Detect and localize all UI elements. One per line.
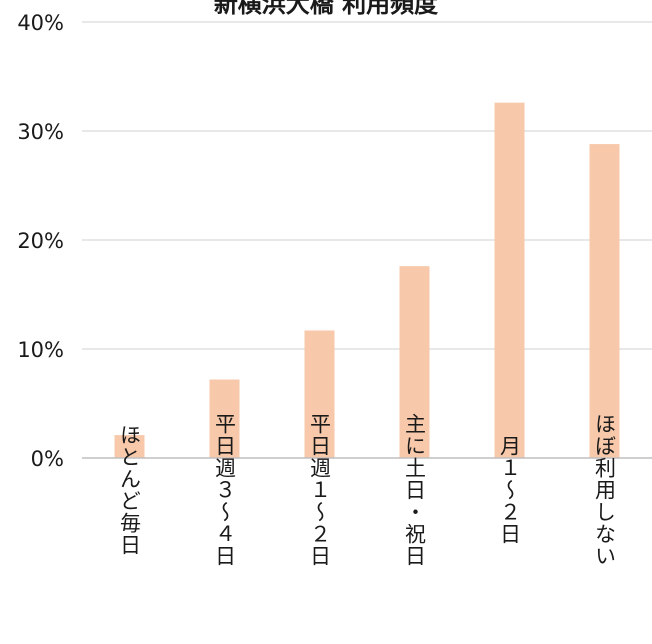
x-tick-label: ほとんど毎日: [118, 424, 142, 556]
y-tick-label: 10%: [17, 338, 64, 362]
y-tick-label: 40%: [17, 11, 64, 35]
x-tick-labels: ほとんど毎日 平日週３～４日 平日週１～２日 主に土日・祝日 月１～２日 ほぼ利用しない: [118, 413, 617, 567]
x-tick-label: 平日週３～４日: [213, 413, 237, 567]
bar: [304, 330, 335, 458]
bars-layer: [114, 102, 620, 458]
bar: [494, 102, 525, 458]
x-tick-label: 月１～２日: [498, 435, 522, 545]
y-tick-label: 0%: [31, 447, 64, 471]
grid-layer: [82, 21, 652, 350]
y-tick-labels: 0% 10% 20% 30% 40%: [17, 11, 64, 471]
chart-title: 新横浜大橋 利用頻度: [213, 0, 439, 18]
y-tick-label: 20%: [17, 229, 64, 253]
bar: [589, 144, 620, 458]
x-tick-label: 平日週１～２日: [308, 413, 332, 567]
bar: [114, 435, 145, 458]
bar: [209, 379, 240, 458]
x-tick-label: ほぼ利用しない: [593, 413, 617, 567]
bar: [399, 266, 430, 458]
x-tick-label: 主に土日・祝日: [403, 413, 427, 567]
y-tick-label: 30%: [17, 120, 64, 144]
